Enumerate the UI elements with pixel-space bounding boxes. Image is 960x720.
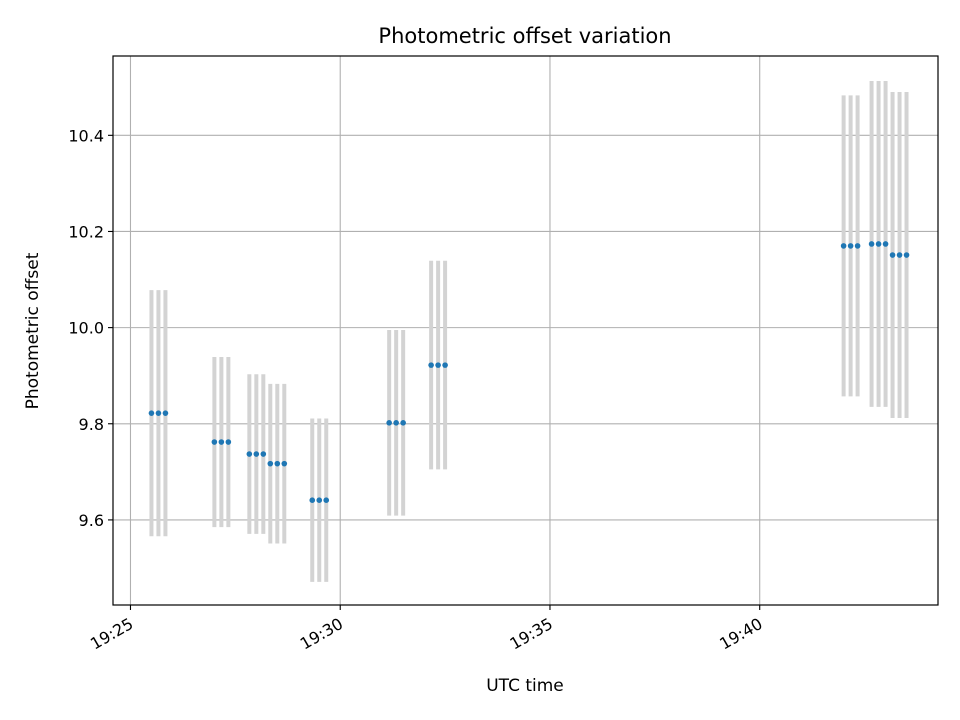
data-point — [875, 241, 882, 247]
y-axis-label: Photometric offset — [23, 252, 43, 409]
data-point — [428, 362, 434, 368]
data-point — [868, 241, 875, 247]
data-points — [148, 241, 910, 503]
data-point — [218, 439, 225, 445]
data-point — [316, 497, 323, 503]
y-tick-label: 10.4 — [68, 126, 104, 145]
chart-title: Photometric offset variation — [378, 24, 671, 48]
x-tick-label: 19:35 — [507, 614, 556, 654]
data-point — [903, 252, 910, 258]
data-point — [854, 243, 861, 249]
data-point — [260, 451, 267, 457]
data-point — [889, 252, 896, 258]
x-tick-label: 19:40 — [716, 614, 765, 654]
y-tick-label: 10.2 — [68, 222, 104, 241]
data-point — [267, 460, 274, 467]
data-point — [896, 252, 903, 258]
y-axis-ticks: 9.6 9.8 10.0 10.2 10.4 — [68, 126, 113, 530]
y-tick-label: 9.8 — [79, 415, 104, 434]
data-point — [309, 497, 316, 503]
data-point — [246, 451, 253, 457]
data-point — [393, 420, 399, 426]
data-point — [155, 410, 162, 416]
data-point — [281, 460, 288, 467]
y-tick-label: 9.6 — [79, 511, 104, 530]
error-bars — [149, 80, 909, 582]
data-point — [323, 497, 330, 503]
data-point — [847, 243, 854, 249]
data-point — [400, 420, 406, 426]
data-point — [435, 362, 441, 368]
plot-frame — [112, 55, 939, 606]
data-point — [162, 410, 169, 416]
grid — [113, 56, 938, 605]
data-point — [840, 243, 847, 249]
x-axis-ticks: 19:25 19:30 19:35 19:40 — [87, 605, 766, 654]
data-point — [148, 410, 155, 416]
data-point — [225, 439, 232, 445]
data-point — [253, 451, 260, 457]
x-tick-label: 19:30 — [297, 614, 346, 654]
x-axis-label: UTC time — [486, 676, 564, 696]
x-tick-label: 19:25 — [87, 614, 136, 654]
data-point — [442, 362, 448, 368]
data-point — [274, 460, 281, 467]
y-tick-label: 10.0 — [68, 319, 104, 338]
data-point — [211, 439, 218, 445]
data-point — [882, 241, 889, 247]
data-point — [386, 420, 392, 426]
